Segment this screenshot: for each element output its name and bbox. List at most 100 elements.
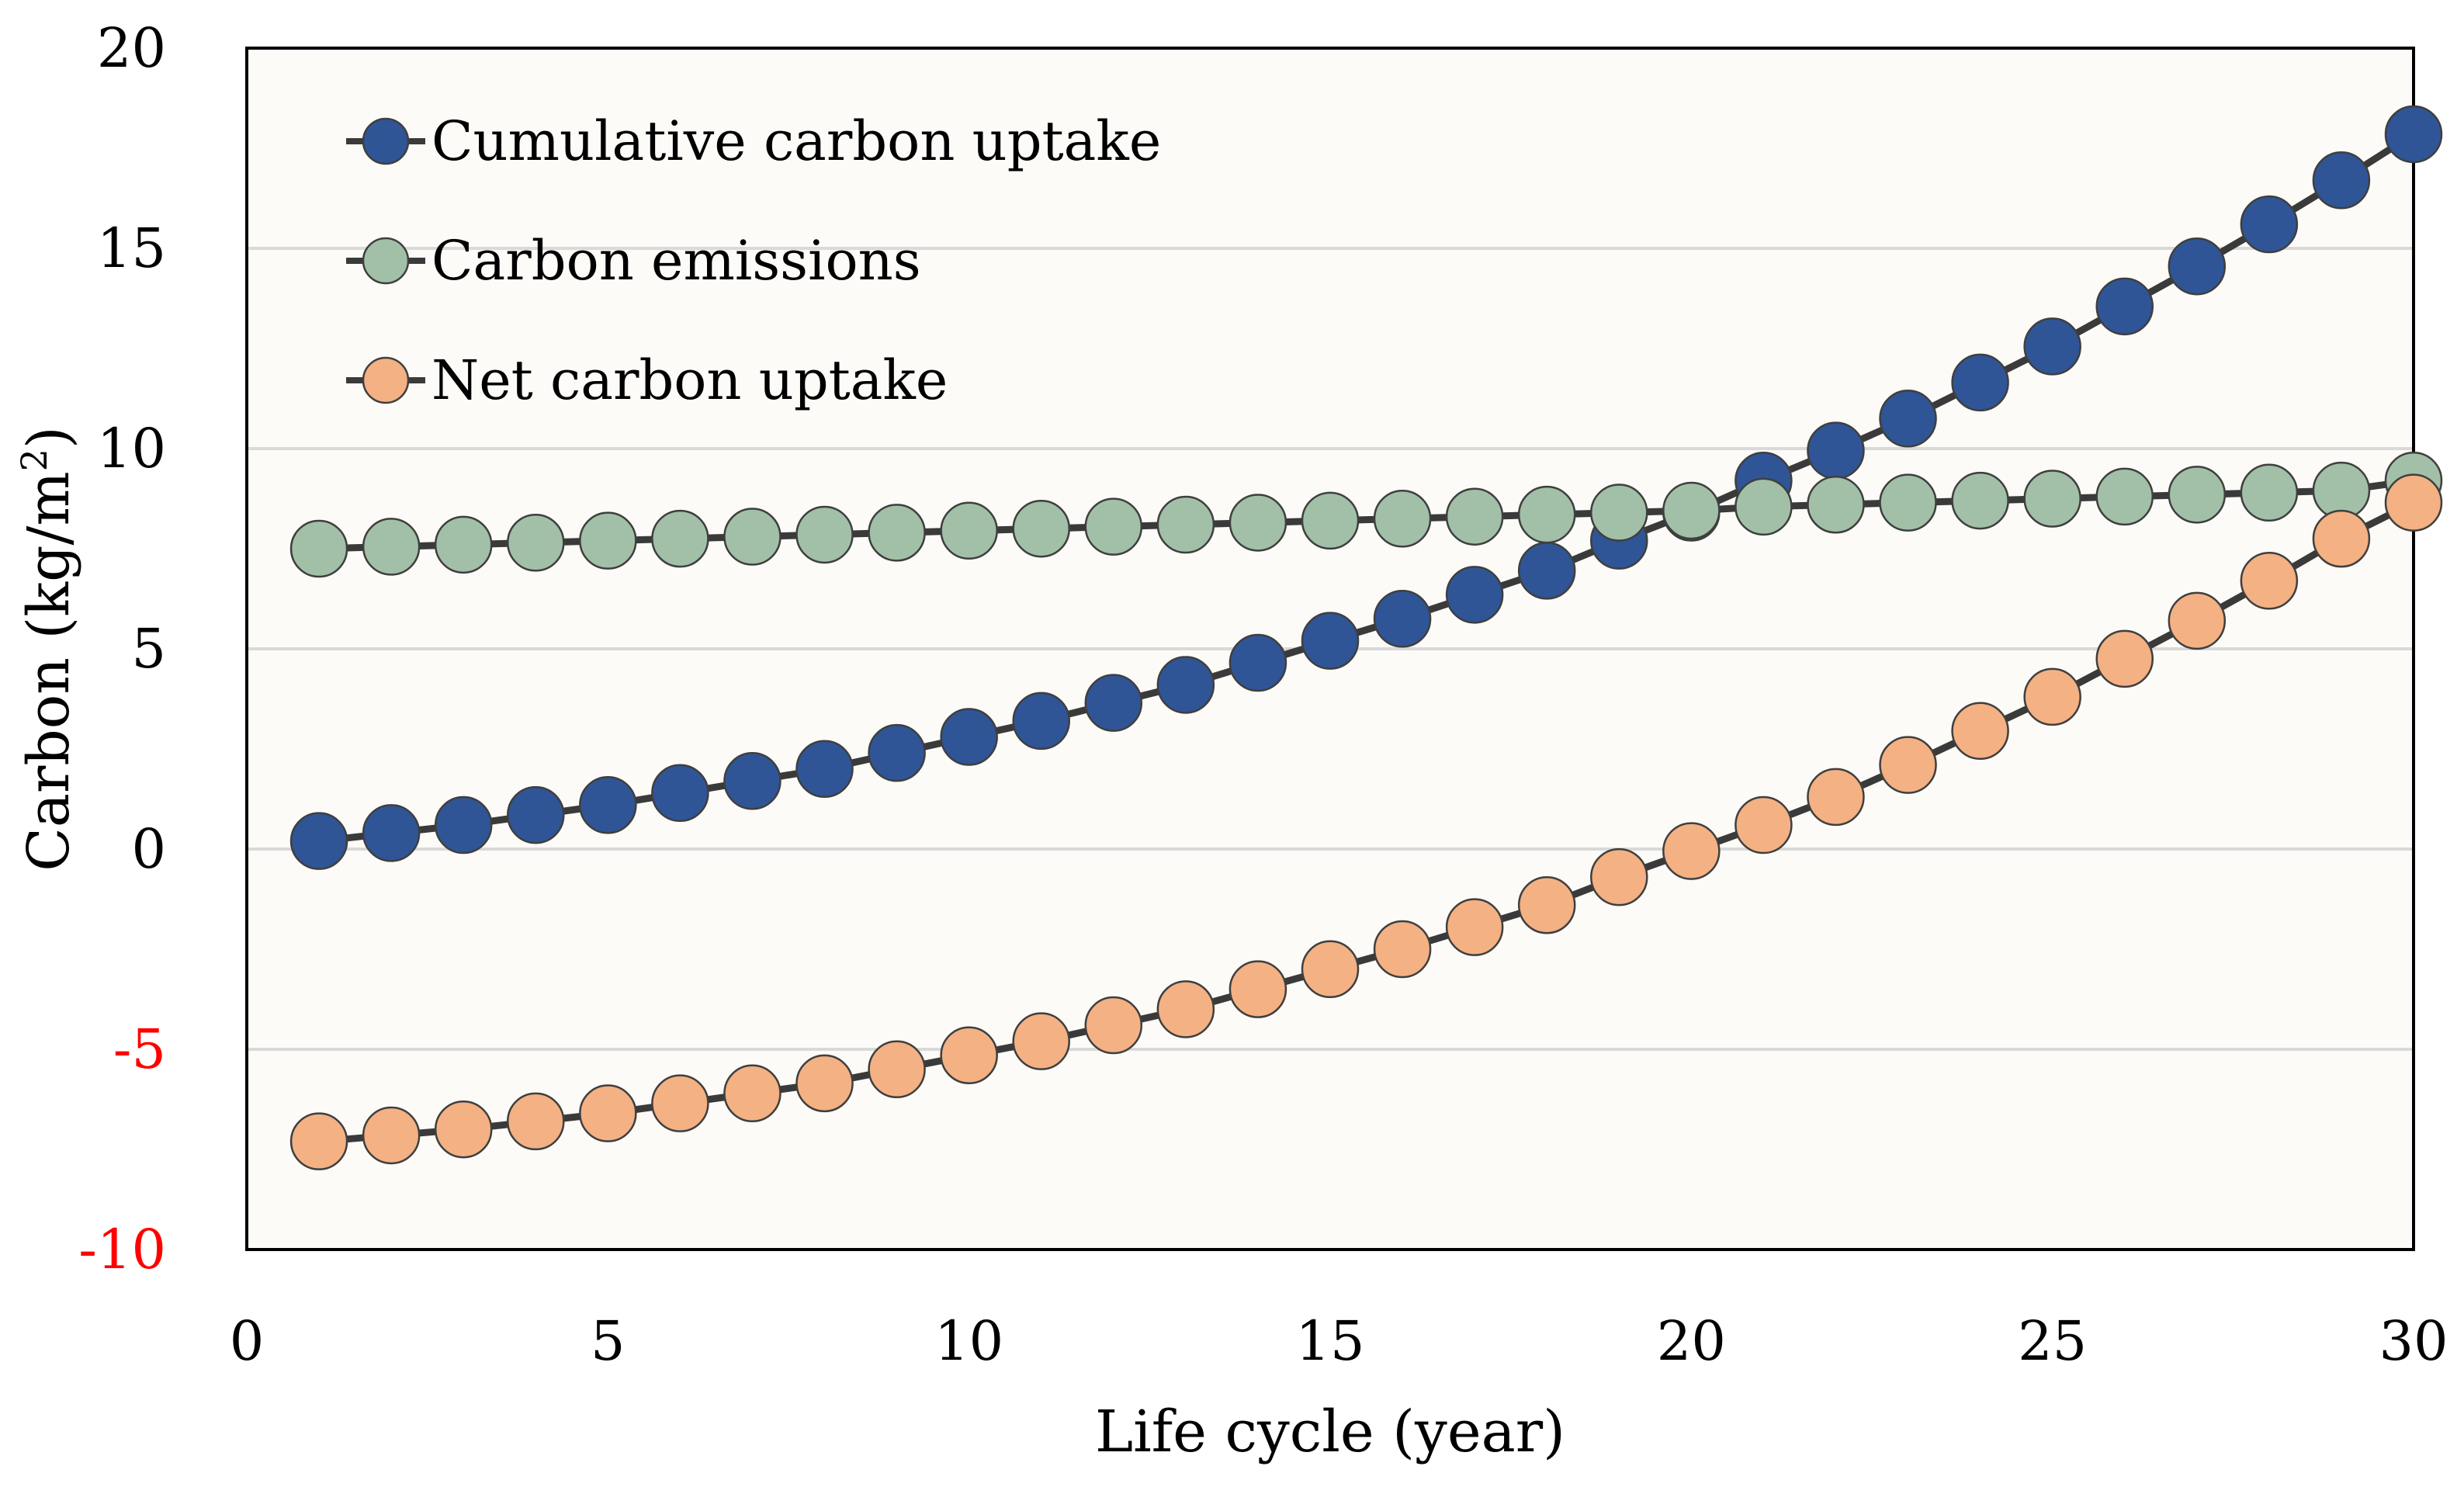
x-axis-title: Life cycle (year) xyxy=(1095,1399,1565,1465)
x-tick-label: 15 xyxy=(1295,1309,1364,1373)
legend-label: Cumulative carbon uptake xyxy=(431,109,1161,173)
data-point xyxy=(1951,471,2009,530)
data-point xyxy=(434,515,493,574)
data-point xyxy=(1012,499,1070,558)
data-point xyxy=(1084,996,1143,1055)
x-tick-label: 10 xyxy=(934,1309,1003,1373)
y-tick-label: 0 xyxy=(131,817,166,881)
data-point xyxy=(2384,105,2443,164)
data-point xyxy=(1084,497,1143,556)
legend-item: Carbon emissions xyxy=(346,229,921,293)
y-tick-label: 20 xyxy=(97,16,166,80)
data-point xyxy=(2023,667,2081,726)
data-point xyxy=(2240,195,2299,254)
legend-marker xyxy=(362,356,410,404)
data-point xyxy=(2312,151,2371,210)
data-point xyxy=(362,1106,421,1165)
data-point xyxy=(723,1064,781,1123)
data-point xyxy=(579,1084,637,1142)
x-tick-label: 25 xyxy=(2018,1309,2087,1373)
data-point xyxy=(1373,920,1432,979)
x-tick-label: 0 xyxy=(230,1309,265,1373)
data-point xyxy=(1373,590,1432,648)
data-point xyxy=(1879,736,1937,794)
data-point xyxy=(1012,692,1070,750)
data-point xyxy=(723,508,781,566)
data-point xyxy=(940,501,998,560)
data-point xyxy=(1735,796,1793,854)
data-point xyxy=(1807,421,1865,480)
y-tick-label: -10 xyxy=(78,1218,166,1281)
data-point xyxy=(1879,473,1937,532)
data-point xyxy=(289,1112,348,1170)
y-axis-title-main: Carbon (kg/m xyxy=(16,471,82,871)
data-point xyxy=(1807,475,1865,534)
data-point xyxy=(1951,353,2009,412)
series-3 xyxy=(289,473,2443,1170)
data-point xyxy=(2168,591,2227,650)
data-point xyxy=(868,504,926,562)
x-axis-ticks: 0 5 10 15 20 25 30 xyxy=(230,1309,2448,1373)
data-point xyxy=(579,775,637,834)
data-point xyxy=(362,518,421,576)
data-point xyxy=(1517,875,1576,934)
legend-label: Net carbon uptake xyxy=(431,348,948,412)
data-point xyxy=(723,752,781,810)
data-point xyxy=(868,723,926,782)
data-point xyxy=(579,511,637,570)
data-point xyxy=(2168,237,2227,296)
y-axis-ticks: -10 -5 0 5 10 15 20 xyxy=(78,16,166,1281)
data-point xyxy=(289,812,348,870)
legend-item: Cumulative carbon uptake xyxy=(346,109,1161,173)
data-point xyxy=(1156,495,1215,554)
data-point xyxy=(2095,629,2154,688)
legend-marker xyxy=(362,117,410,165)
data-point xyxy=(507,785,565,844)
data-point xyxy=(434,1100,493,1159)
plot-frame xyxy=(245,47,2415,1251)
legend-item: Net carbon uptake xyxy=(346,348,948,412)
data-point xyxy=(1445,487,1504,546)
data-point xyxy=(1445,898,1504,956)
y-axis-title: Carbon (kg/m2) xyxy=(13,426,82,872)
data-point xyxy=(1301,612,1360,670)
x-tick-label: 20 xyxy=(1657,1309,1726,1373)
data-point xyxy=(1662,481,1721,540)
data-point xyxy=(1156,656,1215,714)
data-point xyxy=(1590,848,1648,906)
data-point xyxy=(940,1026,998,1084)
data-point xyxy=(868,1040,926,1099)
data-point xyxy=(795,1054,854,1113)
series-2 xyxy=(289,452,2443,578)
data-point xyxy=(1879,390,1937,448)
data-point xyxy=(1156,980,1215,1038)
data-point xyxy=(1229,633,1287,692)
data-point xyxy=(2240,463,2299,522)
data-point xyxy=(2095,467,2154,526)
data-point xyxy=(434,796,493,854)
x-tick-label: 30 xyxy=(2379,1309,2448,1373)
y-tick-label: -5 xyxy=(113,1017,166,1081)
data-point xyxy=(795,505,854,564)
data-point xyxy=(2168,466,2227,524)
data-point xyxy=(1735,477,1793,536)
data-point xyxy=(1229,494,1287,552)
data-point xyxy=(1301,491,1360,550)
data-point xyxy=(1373,490,1432,548)
data-point xyxy=(795,740,854,799)
data-point xyxy=(1229,960,1287,1018)
data-point xyxy=(651,1074,709,1132)
data-point xyxy=(2240,552,2299,610)
series-1 xyxy=(289,105,2443,870)
y-tick-label: 10 xyxy=(97,417,166,480)
data-point xyxy=(940,708,998,766)
legend-marker xyxy=(362,237,410,285)
data-point xyxy=(1517,485,1576,544)
data-point xyxy=(1662,822,1721,880)
data-point xyxy=(651,764,709,823)
data-point xyxy=(507,1092,565,1151)
data-point xyxy=(1301,940,1360,999)
data-point xyxy=(1445,566,1504,624)
